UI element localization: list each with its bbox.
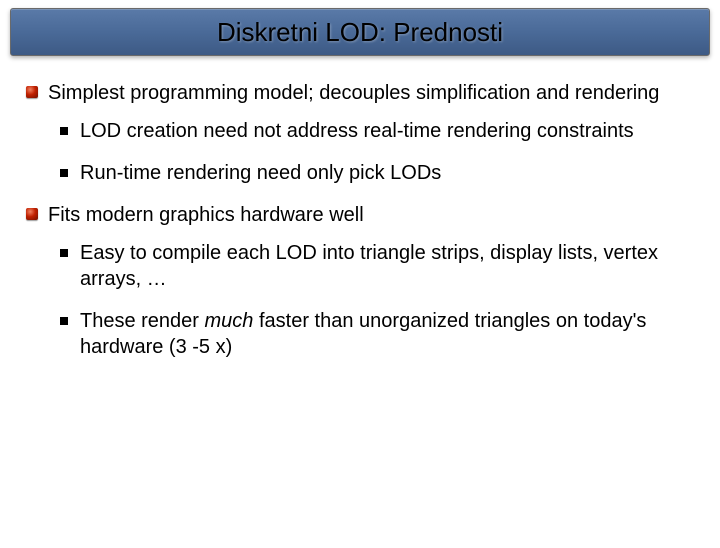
bullet-marker-l2	[60, 317, 68, 325]
text-run-italic: much	[205, 310, 254, 332]
bullet-marker-l2	[60, 169, 68, 177]
bullet-marker-l2	[60, 249, 68, 257]
bullet-text: Fits modern graphics hardware well	[48, 202, 364, 228]
bullet-marker-l2	[60, 127, 68, 135]
slide-title: Diskretni LOD: Prednosti	[217, 17, 503, 48]
bullet-item: Easy to compile each LOD into triangle s…	[20, 240, 700, 292]
bullet-item: Run-time rendering need only pick LODs	[20, 160, 700, 186]
slide-content: Simplest programming model; decouples si…	[0, 56, 720, 360]
bullet-text: Simplest programming model; decouples si…	[48, 80, 659, 106]
title-bar: Diskretni LOD: Prednosti	[10, 8, 710, 56]
bullet-item: These render much faster than unorganize…	[20, 308, 700, 360]
bullet-item: Fits modern graphics hardware well	[20, 202, 700, 228]
text-run: These render	[80, 310, 205, 332]
bullet-marker-l1	[26, 86, 38, 98]
bullet-item: Simplest programming model; decouples si…	[20, 80, 700, 106]
bullet-text: Easy to compile each LOD into triangle s…	[80, 240, 700, 292]
bullet-text: Run-time rendering need only pick LODs	[80, 160, 441, 186]
bullet-marker-l1	[26, 208, 38, 220]
bullet-text: LOD creation need not address real-time …	[80, 118, 634, 144]
bullet-item: LOD creation need not address real-time …	[20, 118, 700, 144]
bullet-text: These render much faster than unorganize…	[80, 308, 700, 360]
